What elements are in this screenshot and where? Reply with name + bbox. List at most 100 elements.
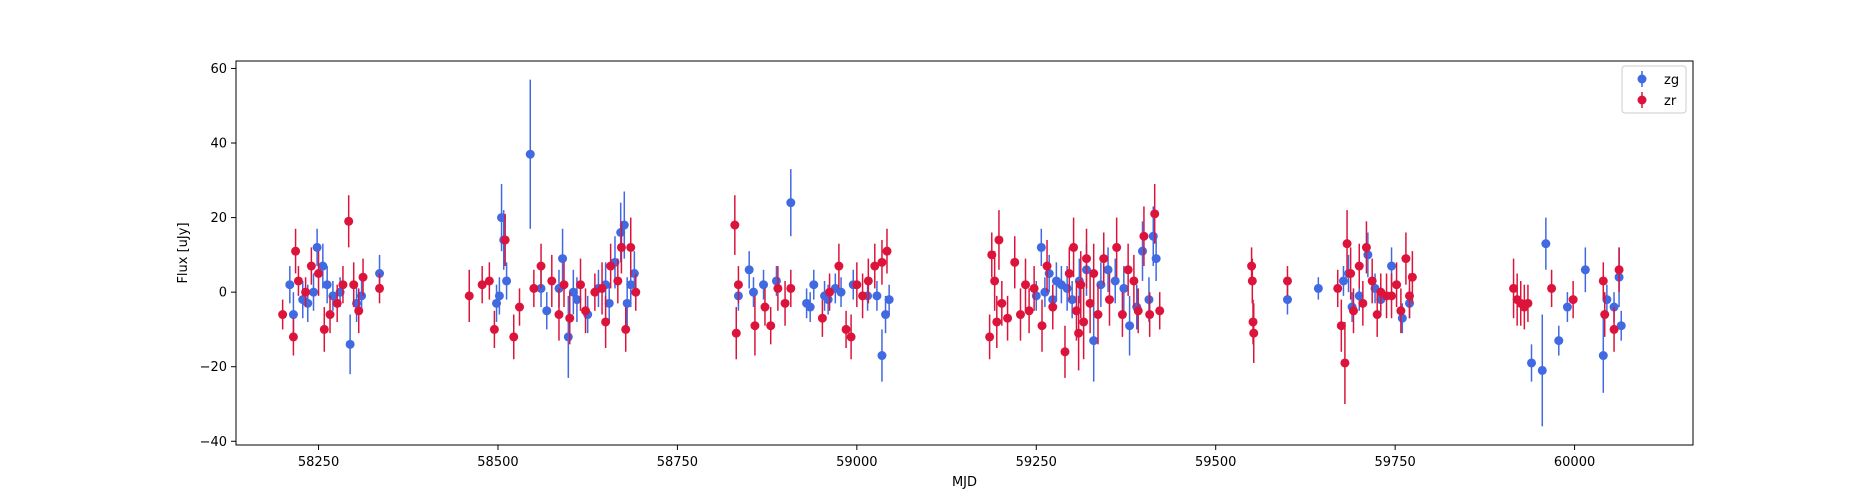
legend-entry-zr: zr <box>1664 94 1677 109</box>
data-point-zg <box>563 332 573 342</box>
data-point-zr <box>354 306 364 316</box>
data-point-zr <box>1021 280 1031 290</box>
data-point-zr <box>1003 313 1013 323</box>
data-point-zr <box>489 324 499 334</box>
data-point-zr <box>997 298 1007 308</box>
data-point-zr <box>1060 347 1070 357</box>
data-point-zr <box>1372 310 1382 320</box>
data-point-zr <box>358 272 368 282</box>
data-point-zr <box>529 283 539 293</box>
data-point-zr <box>601 317 611 327</box>
data-point-zr <box>1150 209 1160 219</box>
x-tick-label: 58500 <box>477 455 518 470</box>
data-point-zg <box>786 198 796 208</box>
data-point-zr <box>1010 257 1020 267</box>
data-point-zr <box>1099 254 1109 264</box>
data-point-zg <box>542 306 552 316</box>
data-point-zr <box>780 298 790 308</box>
data-point-zr <box>1042 261 1052 271</box>
data-point-zg <box>494 291 504 301</box>
data-point-zg <box>345 339 355 349</box>
data-point-zg <box>805 302 815 312</box>
y-tick-label: −40 <box>200 435 227 450</box>
data-point-zr <box>1598 276 1608 286</box>
data-point-zr <box>1089 269 1099 279</box>
data-point-zg <box>759 280 769 290</box>
data-point-zr <box>375 283 385 293</box>
data-point-zg <box>748 287 758 297</box>
data-point-zr <box>306 261 316 271</box>
legend: zg zr <box>1621 65 1687 114</box>
data-point-zr <box>477 280 487 290</box>
data-point-zr <box>992 317 1002 327</box>
data-point-zr <box>1071 306 1081 316</box>
data-point-zg <box>568 287 578 297</box>
data-point-zr <box>1392 280 1402 290</box>
data-point-zg <box>884 295 894 305</box>
data-point-zr <box>1523 298 1533 308</box>
data-point-zr <box>834 261 844 271</box>
y-axis: −40 −20 0 20 40 60 <box>200 62 236 450</box>
series-zg <box>285 79 1626 427</box>
data-point-zr <box>613 276 623 286</box>
data-point-zg <box>1040 287 1050 297</box>
x-tick-label: 59500 <box>1195 455 1236 470</box>
data-point-zr <box>606 261 616 271</box>
data-point-zg <box>1103 265 1113 275</box>
data-point-zg <box>622 298 632 308</box>
legend-zg-marker <box>1637 74 1647 84</box>
data-point-zr <box>1079 317 1089 327</box>
series-zr <box>278 184 1624 404</box>
data-point-zr <box>1282 276 1292 286</box>
data-point-zr <box>515 302 525 312</box>
data-point-zr <box>731 328 741 338</box>
data-point-zr <box>1358 298 1368 308</box>
data-point-zg <box>1036 242 1046 252</box>
data-point-zg <box>1089 336 1099 346</box>
x-tick-label: 59750 <box>1374 455 1415 470</box>
data-point-zr <box>1401 254 1411 264</box>
data-point-zr <box>750 321 760 331</box>
x-tick-label: 60000 <box>1554 455 1595 470</box>
data-point-zg <box>629 269 639 279</box>
data-point-zg <box>1125 321 1135 331</box>
data-point-zg <box>881 310 891 320</box>
data-point-zr <box>616 242 626 252</box>
data-point-zr <box>870 261 880 271</box>
data-point-zr <box>877 257 887 267</box>
axes-frame <box>235 60 1694 446</box>
x-tick-label: 58750 <box>657 455 698 470</box>
data-point-zr <box>344 216 354 226</box>
data-point-zr <box>730 220 740 230</box>
data-point-zr <box>325 310 335 320</box>
data-point-zg <box>626 280 636 290</box>
x-tick-label: 58250 <box>298 455 339 470</box>
data-point-zg <box>1562 302 1572 312</box>
data-point-zg <box>1137 246 1147 256</box>
data-point-zg <box>1598 351 1608 361</box>
data-point-zr <box>291 246 301 256</box>
data-point-zr <box>1139 231 1149 241</box>
data-point-zr <box>1037 321 1047 331</box>
data-point-zr <box>766 321 776 331</box>
data-point-zr <box>825 287 835 297</box>
data-point-zg <box>1119 283 1129 293</box>
data-point-zg <box>1580 265 1590 275</box>
data-point-zr <box>985 332 995 342</box>
data-point-zg <box>322 280 332 290</box>
data-point-zr <box>1600 310 1610 320</box>
data-point-zr <box>841 324 851 334</box>
y-tick-label: 20 <box>210 211 227 226</box>
data-point-zr <box>293 276 303 286</box>
data-point-zr <box>1340 358 1350 368</box>
data-point-zg <box>836 287 846 297</box>
data-point-zg <box>744 265 754 275</box>
data-point-zr <box>1112 242 1122 252</box>
data-point-zr <box>278 310 288 320</box>
y-tick-label: −20 <box>200 360 227 375</box>
data-point-zr <box>760 302 770 312</box>
y-tick-label: 40 <box>210 137 227 152</box>
data-point-zr <box>1336 321 1346 331</box>
